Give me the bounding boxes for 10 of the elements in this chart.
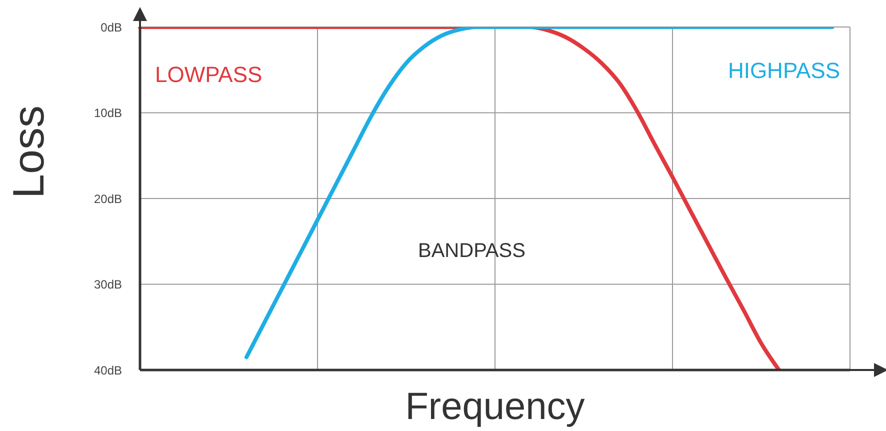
y-tick-label: 20dB (94, 192, 122, 206)
annotation: BANDPASS (418, 240, 526, 263)
x-axis-title: Frequency (405, 386, 585, 428)
y-tick-label: 40dB (94, 363, 122, 378)
y-tick-label: 30dB (94, 278, 122, 292)
y-tick-label: 10dB (94, 106, 122, 120)
series-label: HIGHPASS (728, 58, 840, 84)
y-tick-label: 0dB (100, 20, 122, 34)
y-axis-title: Loss (4, 106, 54, 198)
series-label: LOWPASS (155, 62, 262, 88)
